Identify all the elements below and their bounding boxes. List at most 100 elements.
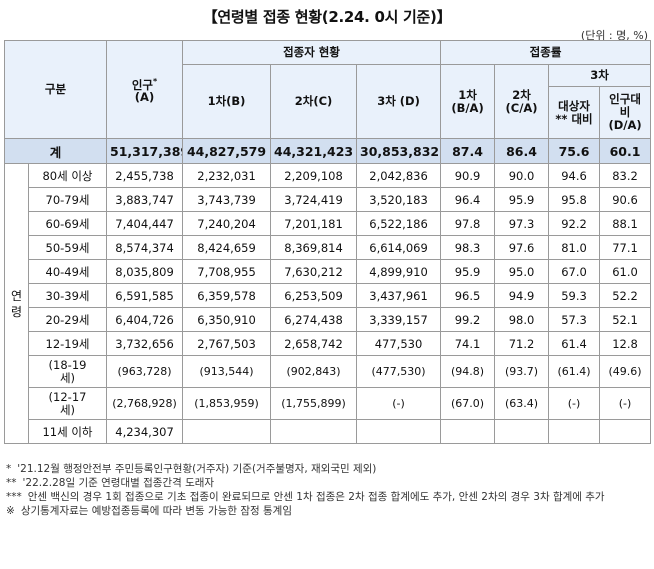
- header-rate-first-label: 1차: [458, 87, 477, 102]
- subrow-label-line: (18-19: [48, 357, 87, 372]
- cell-first: 2,767,503: [182, 331, 272, 356]
- cell-second: 7,630,212: [270, 259, 358, 284]
- cell-rate-third-population: (49.6): [599, 355, 652, 388]
- cell-first: 7,708,955: [182, 259, 272, 284]
- footnote-mark: *: [153, 76, 158, 86]
- table-row: 30-39세 6,591,585 6,359,578 6,253,509 3,4…: [5, 283, 652, 308]
- cell-rate-second: 95.9: [494, 187, 550, 212]
- cell-population: 7,404,447: [106, 211, 184, 236]
- cell-empty: [182, 419, 272, 444]
- footnote: *** 안센 백신의 경우 1회 접종으로 기초 접종이 완료되므로 안센 1차…: [6, 490, 650, 504]
- cell-rate-third-target: 94.6: [548, 163, 601, 188]
- header-rate-first: 1차 (B/A): [440, 64, 496, 139]
- header-category: 구분: [3, 40, 108, 139]
- header-third: 3차 (D): [356, 64, 442, 139]
- cell-empty: [356, 419, 442, 444]
- header-population: 인구* (A): [106, 40, 184, 139]
- cell-second: 2,209,108: [270, 163, 358, 188]
- cell-rate-third-population: (-): [599, 387, 652, 420]
- cell-first: (1,853,959): [182, 387, 272, 420]
- footnote-mark: ※: [6, 505, 15, 517]
- cell-rate-third-population: 52.2: [599, 283, 652, 308]
- cell-rate-first: (67.0): [440, 387, 496, 420]
- total-rate-first: 87.4: [440, 138, 496, 164]
- row-label: 80세 이상: [27, 163, 108, 188]
- cell-first: 3,743,739: [182, 187, 272, 212]
- cell-population: (963,728): [106, 355, 184, 388]
- subrow-label: (18-19 세): [27, 355, 108, 388]
- cell-population: 6,404,726: [106, 307, 184, 332]
- cell-population: 3,883,747: [106, 187, 184, 212]
- cell-population: 2,455,738: [106, 163, 184, 188]
- cell-rate-third-target: 92.2: [548, 211, 601, 236]
- total-second: 44,321,423: [270, 138, 358, 164]
- cell-rate-second: 97.6: [494, 235, 550, 260]
- table-row: 50-59세 8,574,374 8,424,659 8,369,814 6,6…: [5, 235, 652, 260]
- cell-third: 477,530: [356, 331, 442, 356]
- cell-third: 3,520,183: [356, 187, 442, 212]
- cell-rate-third-population: 77.1: [599, 235, 652, 260]
- cell-second: 3,724,419: [270, 187, 358, 212]
- header-row-1: 구분 인구* (A) 접종자 현황 접종률: [3, 40, 652, 139]
- cell-second: 2,658,742: [270, 331, 358, 356]
- cell-second: 7,201,181: [270, 211, 358, 236]
- cell-rate-first: 96.5: [440, 283, 496, 308]
- footnote: * '21.12월 행정안전부 주민등록인구현황(거주자) 기준(거주불명자, …: [6, 462, 650, 476]
- header-rate-pop-label: 인구대: [609, 92, 641, 106]
- table-row: 연령 80세 이상 2,455,738 2,232,031 2,209,108 …: [4, 163, 652, 444]
- cell-first: 6,359,578: [182, 283, 272, 308]
- header-rate-target-sub: ** 대비: [555, 111, 593, 126]
- cell-second: 6,274,438: [270, 307, 358, 332]
- header-vaccinated: 접종자 현황: [182, 40, 442, 65]
- footnote-mark: *: [6, 463, 12, 475]
- table-row: 70-79세 3,883,747 3,743,739 3,724,419 3,5…: [5, 187, 652, 212]
- age-group-label: 연령: [4, 163, 29, 444]
- cell-second: 8,369,814: [270, 235, 358, 260]
- cell-rate-first: 98.3: [440, 235, 496, 260]
- cell-population: 3,732,656: [106, 331, 184, 356]
- table-row: 12-19세 3,732,656 2,767,503 2,658,742 477…: [5, 331, 652, 356]
- footnote: ** '22.2.28일 기준 연령대별 접종간격 도래자: [6, 476, 650, 490]
- cell-rate-third-target: 59.3: [548, 283, 601, 308]
- cell-rate-third-population: 83.2: [599, 163, 652, 188]
- table-subrow: (18-19 세) (963,728) (913,544) (902,843) …: [5, 355, 652, 388]
- cell-first: 2,232,031: [182, 163, 272, 188]
- table-row: 20-29세 6,404,726 6,350,910 6,274,438 3,3…: [5, 307, 652, 332]
- cell-rate-second: (63.4): [494, 387, 550, 420]
- cell-empty: [440, 419, 496, 444]
- subrow-label-line: 세): [59, 370, 76, 385]
- header-second: 2차(C): [270, 64, 358, 139]
- cell-first: 7,240,204: [182, 211, 272, 236]
- total-population: 51,317,389: [106, 138, 184, 164]
- cell-rate-second: 95.0: [494, 259, 550, 284]
- subrow-label-line: 세): [59, 402, 76, 417]
- cell-population: 8,574,374: [106, 235, 184, 260]
- cell-second: 6,253,509: [270, 283, 358, 308]
- cell-rate-third-population: 88.1: [599, 211, 652, 236]
- header-population-label: 인구: [131, 77, 153, 92]
- subrow-label-line: (12-17: [48, 389, 87, 404]
- header-rate: 접종률: [440, 40, 652, 65]
- header-rate-second-formula: (C/A): [505, 100, 538, 115]
- total-rate-third-population: 60.1: [599, 138, 652, 164]
- row-label: 50-59세: [27, 235, 108, 260]
- total-first: 44,827,579: [182, 138, 272, 164]
- footnote-text: 안센 백신의 경우 1회 접종으로 기초 접종이 완료되므로 안센 1차 접종은…: [27, 491, 605, 503]
- header-rate-first-formula: (B/A): [451, 100, 484, 115]
- cell-rate-second: 98.0: [494, 307, 550, 332]
- cell-third: 6,522,186: [356, 211, 442, 236]
- footnote-text: 상기통계자료는 예방접종등록에 따라 변동 가능한 잠정 통계임: [20, 505, 292, 517]
- header-first: 1차(B): [182, 64, 272, 139]
- vaccination-table: 구분 인구* (A) 접종자 현황 접종률 1차(B) 2차(C) 3차 (D)…: [3, 40, 652, 444]
- cell-rate-third-target: 61.4: [548, 331, 601, 356]
- footnote: ※ 상기통계자료는 예방접종등록에 따라 변동 가능한 잠정 통계임: [6, 504, 650, 518]
- header-rate-population: 인구대 비 (D/A): [599, 86, 652, 139]
- cell-rate-second: 94.9: [494, 283, 550, 308]
- cell-empty: [599, 419, 652, 444]
- cell-rate-third-population: 90.6: [599, 187, 652, 212]
- cell-second: (902,843): [270, 355, 358, 388]
- header-rate-target: 대상자 ** 대비: [548, 86, 601, 139]
- footnote-text: '21.12월 행정안전부 주민등록인구현황(거주자) 기준(거주불명자, 재외…: [17, 463, 377, 475]
- header-population-code: (A): [134, 90, 155, 105]
- cell-rate-first: 74.1: [440, 331, 496, 356]
